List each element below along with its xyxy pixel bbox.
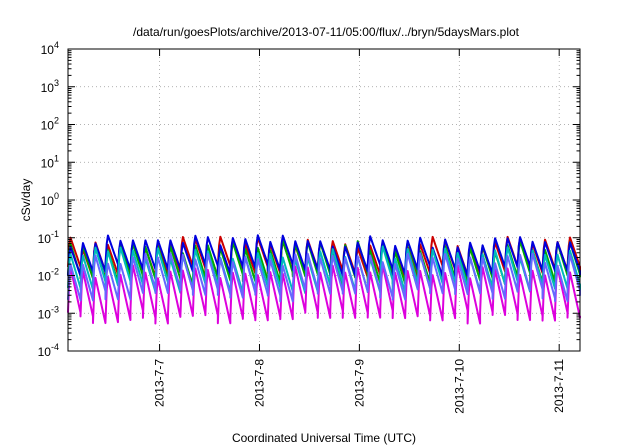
series-group xyxy=(67,234,581,325)
x-axis-label: Coordinated Universal Time (UTC) xyxy=(232,431,416,445)
y-tick-label: 103 xyxy=(41,78,59,95)
y-tick-label: 102 xyxy=(41,116,59,133)
y-tick-label: 104 xyxy=(41,40,59,57)
grid xyxy=(68,49,580,351)
series-line xyxy=(67,234,581,278)
y-tick-label: 10-1 xyxy=(38,229,59,246)
y-tick-label: 10-3 xyxy=(38,304,59,321)
x-tick-label: 2013-7-7 xyxy=(153,359,167,407)
x-tick-label: 2013-7-11 xyxy=(552,359,566,413)
x-tick-label: 2013-7-8 xyxy=(252,359,266,407)
series-line xyxy=(67,252,581,303)
x-tick-label: 2013-7-9 xyxy=(352,359,366,407)
y-tick-label: 100 xyxy=(41,191,59,208)
axis-ticks: 10-4 10-3 10-2 10-1 100 101 102 103 104 2013-7-7 2… xyxy=(38,40,580,414)
y-axis-label: cSv/day xyxy=(19,179,33,222)
y-tick-label: 10-4 xyxy=(38,342,59,359)
chart-title: /data/run/goesPlots/archive/2013-07-11/0… xyxy=(133,25,520,39)
y-tick-label: 10-2 xyxy=(38,267,59,284)
x-tick-label: 2013-7-10 xyxy=(452,359,466,414)
y-tick-label: 101 xyxy=(41,153,59,170)
